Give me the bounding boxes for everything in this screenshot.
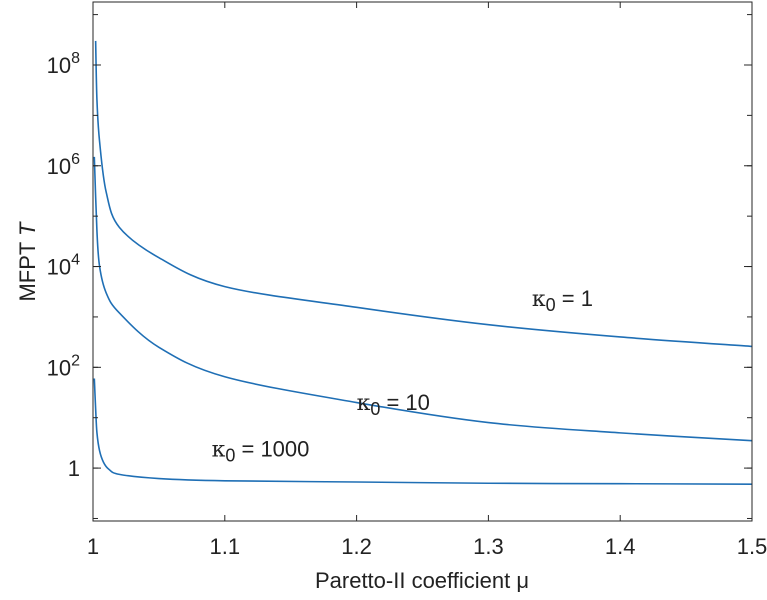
series-line	[93, 156, 753, 442]
x-axis: 1 1.1 1.2 1.3 1.4 1.5	[87, 2, 767, 559]
y-tick-label: 108	[47, 50, 80, 78]
y-tick-label: 1	[68, 456, 80, 481]
x-tick-label: 1.1	[210, 534, 241, 559]
y-axis: 1 102 104 106 108	[47, 14, 752, 519]
series-labels: κ0 = 1 κ0 = 10 κ0 = 1000	[212, 286, 593, 466]
x-axis-label: Paretto-II coefficient μ	[315, 568, 529, 593]
series-label: κ0 = 1000	[212, 437, 310, 466]
series-line	[94, 40, 753, 348]
y-tick-label: 106	[47, 151, 80, 179]
series-line	[93, 378, 753, 485]
x-tick-label: 1.5	[737, 534, 767, 559]
y-tick-label: 102	[47, 352, 80, 380]
series-label: κ0 = 1	[532, 286, 593, 315]
plot-frame	[92, 1, 753, 522]
y-tick-label: 104	[47, 252, 80, 280]
x-tick-label: 1.3	[473, 534, 504, 559]
y-axis-label: MFPT T	[15, 221, 40, 302]
x-tick-label: 1.4	[605, 534, 636, 559]
x-tick-label: 1.2	[341, 534, 372, 559]
x-tick-label: 1	[87, 534, 99, 559]
series-label: κ0 = 10	[357, 390, 430, 419]
plot-area	[93, 40, 753, 485]
